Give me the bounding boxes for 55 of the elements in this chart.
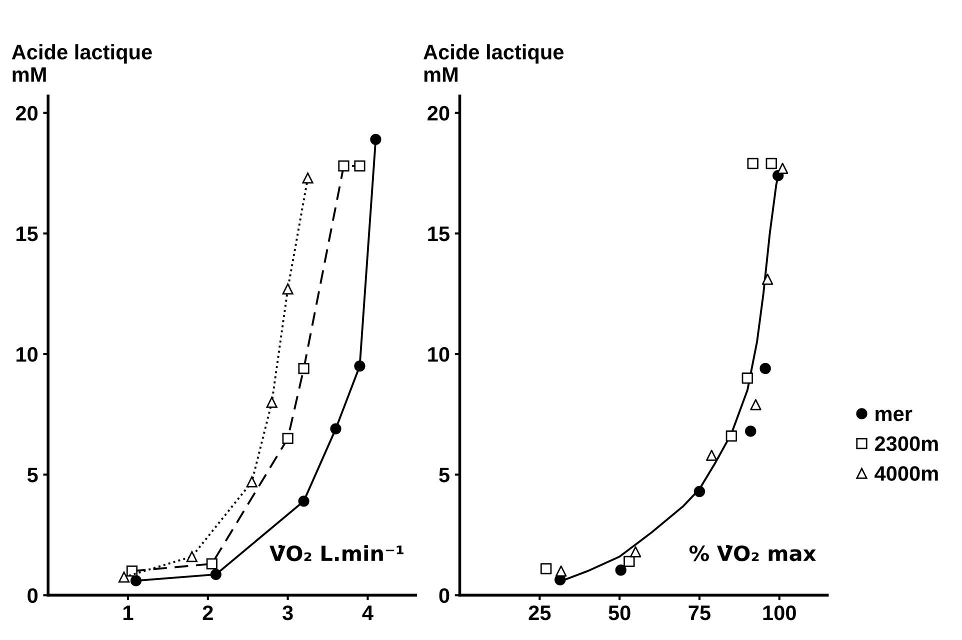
x-axis-title: V̇O₂ L.min⁻¹ <box>270 545 404 562</box>
point <box>760 362 771 374</box>
point <box>186 551 198 562</box>
legend-label: 2300m <box>874 436 938 452</box>
point <box>624 556 635 568</box>
y-axis-title: Acide lactique mM <box>12 44 152 82</box>
point <box>130 575 142 586</box>
y-tick-label: 20 <box>16 106 38 121</box>
point <box>282 432 294 444</box>
point <box>302 172 314 184</box>
x-tick-label: 1 <box>124 606 134 620</box>
point <box>126 566 138 577</box>
y-tick-label: 5 <box>27 468 38 482</box>
point <box>540 563 552 574</box>
point <box>615 564 626 576</box>
point <box>745 426 756 437</box>
point <box>282 283 294 294</box>
point <box>742 372 754 384</box>
point <box>354 360 366 372</box>
y-tick-label: 0 <box>439 588 450 603</box>
x-tick-label: 100 <box>763 605 796 620</box>
x-tick-label: 2 <box>202 605 213 620</box>
y-tick-label: 5 <box>439 468 450 482</box>
point <box>706 450 718 461</box>
x-axis-title: % V̇O₂ max <box>689 545 816 562</box>
y-tick-label: 20 <box>428 106 450 121</box>
legend-label: 4000m <box>874 466 938 481</box>
point <box>338 160 350 172</box>
point <box>330 423 342 434</box>
point <box>118 572 130 583</box>
x-tick-label: 3 <box>282 605 293 620</box>
y-tick-label: 10 <box>16 347 38 362</box>
y-tick-label: 15 <box>16 226 38 242</box>
point <box>766 158 777 170</box>
y-axis-title: Acide lactique mM <box>424 44 564 82</box>
point <box>747 158 758 170</box>
point <box>298 496 310 507</box>
point <box>354 160 366 172</box>
x-tick-label: 75 <box>688 606 710 620</box>
point <box>750 399 762 410</box>
y-tick-label: 0 <box>28 588 38 603</box>
point <box>694 486 706 498</box>
x-tick-label: 50 <box>608 605 630 620</box>
point <box>246 476 258 488</box>
point <box>206 558 218 570</box>
legend-label: mer <box>876 410 912 422</box>
y-tick-label: 10 <box>428 347 450 362</box>
point <box>726 430 738 442</box>
x-tick-label: 25 <box>528 605 551 620</box>
point <box>266 396 278 408</box>
point <box>298 362 310 374</box>
y-tick-label: 15 <box>428 226 450 242</box>
point <box>370 134 382 145</box>
x-tick-label: 4 <box>362 606 374 620</box>
point <box>210 568 222 580</box>
